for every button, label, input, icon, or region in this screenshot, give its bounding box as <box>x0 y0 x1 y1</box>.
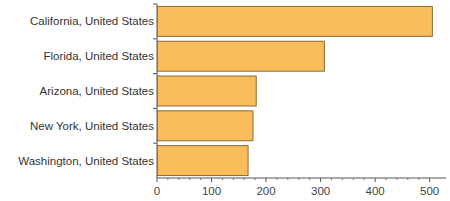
x-minor-tick <box>386 178 387 180</box>
bar <box>157 76 256 106</box>
x-tick-label: 100 <box>202 185 221 197</box>
x-minor-tick <box>178 178 179 180</box>
x-tick-label: 200 <box>256 185 275 197</box>
category-label: Florida, United States <box>43 50 154 62</box>
chart-svg: California, United States Florida, United… <box>0 0 450 201</box>
x-minor-tick <box>255 178 256 180</box>
x-tick-label: 500 <box>420 185 439 197</box>
x-minor-tick <box>222 178 223 180</box>
x-tick <box>157 178 158 182</box>
bar <box>157 41 324 71</box>
x-tick <box>320 178 321 182</box>
x-minor-tick <box>233 178 234 180</box>
x-minor-tick <box>200 178 201 180</box>
x-minor-tick <box>287 178 288 180</box>
x-tick <box>211 178 212 182</box>
category-label: Arizona, United States <box>40 85 155 97</box>
x-minor-tick <box>331 178 332 180</box>
category-label: New York, United States <box>30 120 154 132</box>
x-tick <box>375 178 376 182</box>
x-minor-tick <box>189 178 190 180</box>
category-separator <box>153 4 157 5</box>
x-minor-tick <box>418 178 419 180</box>
x-minor-tick <box>342 178 343 180</box>
category-label: Washington, United States <box>18 155 154 167</box>
x-tick <box>266 178 267 182</box>
x-tick-label: 400 <box>366 185 385 197</box>
category-separator <box>153 108 157 109</box>
x-tick <box>429 178 430 182</box>
x-minor-tick <box>407 178 408 180</box>
category-label: California, United States <box>30 15 154 27</box>
x-minor-tick <box>309 178 310 180</box>
x-minor-tick <box>364 178 365 180</box>
bars <box>157 6 432 175</box>
category-separator <box>153 143 157 144</box>
x-minor-tick <box>167 178 168 180</box>
x-minor-tick <box>396 178 397 180</box>
bar <box>157 6 432 36</box>
chart-container: California, United States Florida, United… <box>0 0 450 201</box>
bar <box>157 146 248 176</box>
bar <box>157 111 253 141</box>
x-tick-label: 0 <box>154 185 160 197</box>
category-separator <box>153 73 157 74</box>
x-minor-tick <box>298 178 299 180</box>
x-tick-label: 300 <box>311 185 330 197</box>
x-minor-tick <box>276 178 277 180</box>
x-minor-tick <box>353 178 354 180</box>
y-axis-line <box>157 4 158 178</box>
x-minor-tick <box>244 178 245 180</box>
category-separator <box>153 38 157 39</box>
